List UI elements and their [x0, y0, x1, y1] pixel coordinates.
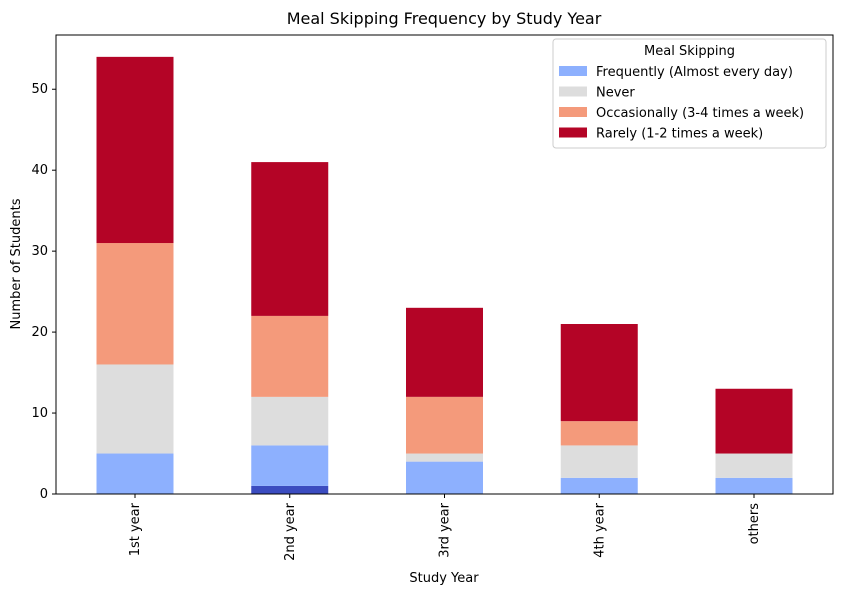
legend-swatch-never: [559, 86, 587, 97]
bar-4th-year-frequently-almost-every-day: [560, 477, 638, 494]
bar-others-never: [715, 453, 793, 478]
bar-1st-year-occasionally-3-4-times-a-week: [96, 243, 174, 365]
y-axis-label: Number of Students: [9, 198, 24, 329]
x-tick-label: others: [747, 503, 762, 545]
bar-3rd-year-never: [406, 453, 483, 462]
bar-3rd-year-rarely-1-2-times-a-week: [406, 307, 483, 397]
bar-1st-year-frequently-almost-every-day: [96, 453, 174, 494]
legend-label-rarely-1-2-times-a-week: Rarely (1-2 times a week): [596, 127, 763, 142]
x-tick-label: 4th year: [592, 502, 607, 557]
bar-2nd-year-frequently-almost-every-day: [251, 445, 329, 486]
y-tick-label: 0: [40, 487, 48, 502]
legend-box: [552, 38, 827, 149]
bar-3rd-year-frequently-almost-every-day: [406, 461, 483, 494]
legend-label-never: Never: [596, 86, 635, 101]
bars-layer: [96, 56, 793, 494]
y-tick-label: 30: [31, 244, 48, 259]
bar-2nd-year-never: [251, 396, 329, 446]
legend-label-frequently-almost-every-day: Frequently (Almost every day): [596, 65, 793, 80]
x-tick-label: 1st year: [128, 502, 143, 556]
bar-1st-year-rarely-1-2-times-a-week: [96, 56, 174, 244]
legend-swatch-frequently-almost-every-day: [559, 66, 587, 76]
legend-label-occasionally-3-4-times-a-week: Occasionally (3-4 times a week): [596, 106, 804, 121]
bar-2nd-year-series-0: [251, 485, 329, 494]
bar-4th-year-never: [560, 445, 638, 478]
x-tick-label: 3rd year: [438, 502, 453, 557]
bar-4th-year-rarely-1-2-times-a-week: [560, 324, 638, 422]
y-tick-label: 40: [31, 163, 48, 178]
legend-title: Meal Skipping: [644, 44, 735, 59]
plot-frame: [55, 34, 834, 495]
legend-swatch-rarely-1-2-times-a-week: [559, 127, 587, 138]
bar-2nd-year-occasionally-3-4-times-a-week: [251, 315, 329, 397]
chart-title: Meal Skipping Frequency by Study Year: [287, 9, 602, 28]
bar-others-frequently-almost-every-day: [715, 477, 793, 494]
x-axis: 1st year 2nd year 3rd year 4th year others: [128, 494, 762, 561]
y-axis: 0 10 20 30 40 50: [31, 82, 56, 502]
x-axis-label: Study Year: [409, 571, 479, 586]
y-tick-label: 20: [31, 325, 48, 340]
bar-1st-year-never: [96, 364, 174, 454]
y-tick-label: 50: [31, 82, 48, 97]
legend: Meal Skipping Frequently (Almost every da…: [552, 38, 827, 149]
bar-others-rarely-1-2-times-a-week: [715, 388, 793, 454]
legend-swatch-occasionally-3-4-times-a-week: [559, 107, 587, 117]
x-tick-label: 2nd year: [283, 502, 298, 561]
y-tick-label: 10: [31, 406, 48, 421]
bar-4th-year-occasionally-3-4-times-a-week: [560, 421, 638, 446]
bar-3rd-year-occasionally-3-4-times-a-week: [406, 396, 483, 454]
bar-2nd-year-rarely-1-2-times-a-week: [251, 162, 329, 316]
